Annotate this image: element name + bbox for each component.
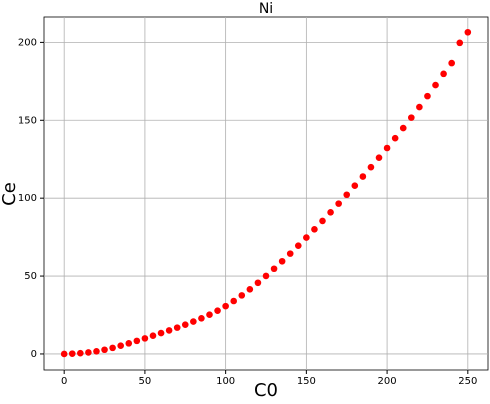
point: [391, 134, 399, 142]
point: [238, 292, 246, 299]
point: [448, 59, 455, 67]
point: [157, 329, 165, 337]
point: [109, 344, 116, 352]
point: [149, 332, 157, 340]
chart-title: Ni: [259, 1, 273, 17]
point: [286, 250, 294, 257]
point: [214, 307, 221, 314]
point: [173, 324, 181, 331]
point: [270, 265, 278, 273]
point: [60, 350, 68, 358]
point: [230, 297, 238, 305]
point: [101, 346, 108, 354]
point: [416, 103, 423, 111]
point: [375, 154, 383, 161]
x-tick-label: 150: [297, 376, 316, 387]
point: [294, 242, 302, 249]
point: [68, 350, 76, 357]
y-tick-label: 150: [18, 115, 37, 126]
y-tick-label: 50: [24, 271, 37, 282]
point: [303, 234, 310, 241]
point: [424, 92, 431, 100]
x-tick-label: 250: [458, 376, 477, 387]
point: [206, 311, 213, 318]
y-tick-label: 0: [31, 349, 37, 360]
x-tick-label: 200: [378, 376, 397, 387]
point: [262, 272, 270, 280]
point: [246, 286, 254, 293]
point: [456, 39, 464, 47]
point: [198, 314, 205, 322]
plot-frame: [43, 16, 489, 371]
point: [327, 209, 334, 216]
point: [141, 335, 149, 342]
x-tick-label: 0: [61, 376, 67, 387]
point: [399, 124, 407, 132]
x-tick-label: 100: [216, 376, 235, 387]
point: [93, 348, 100, 355]
point: [190, 318, 197, 325]
point: [464, 28, 472, 36]
point: [222, 302, 229, 310]
x-tick-label: 50: [139, 376, 152, 387]
point: [335, 200, 342, 207]
point: [278, 257, 286, 265]
point: [383, 144, 391, 152]
point: [254, 279, 262, 287]
point: [133, 337, 141, 345]
point: [77, 349, 84, 357]
point: [408, 114, 415, 121]
point: [359, 173, 367, 180]
point: [440, 70, 447, 78]
y-tick-label: 100: [18, 193, 37, 204]
point: [432, 81, 439, 89]
x-axis-label: C0: [254, 380, 278, 400]
point: [367, 163, 375, 171]
point: [351, 182, 359, 190]
point: [125, 340, 133, 347]
point: [319, 217, 326, 225]
point: [165, 327, 173, 334]
y-tick-label: 200: [18, 37, 37, 48]
y-axis-label: Ce: [0, 182, 20, 206]
point: [181, 321, 189, 328]
point: [343, 191, 351, 199]
point: [85, 349, 92, 356]
point: [117, 342, 124, 349]
point: [311, 226, 318, 233]
